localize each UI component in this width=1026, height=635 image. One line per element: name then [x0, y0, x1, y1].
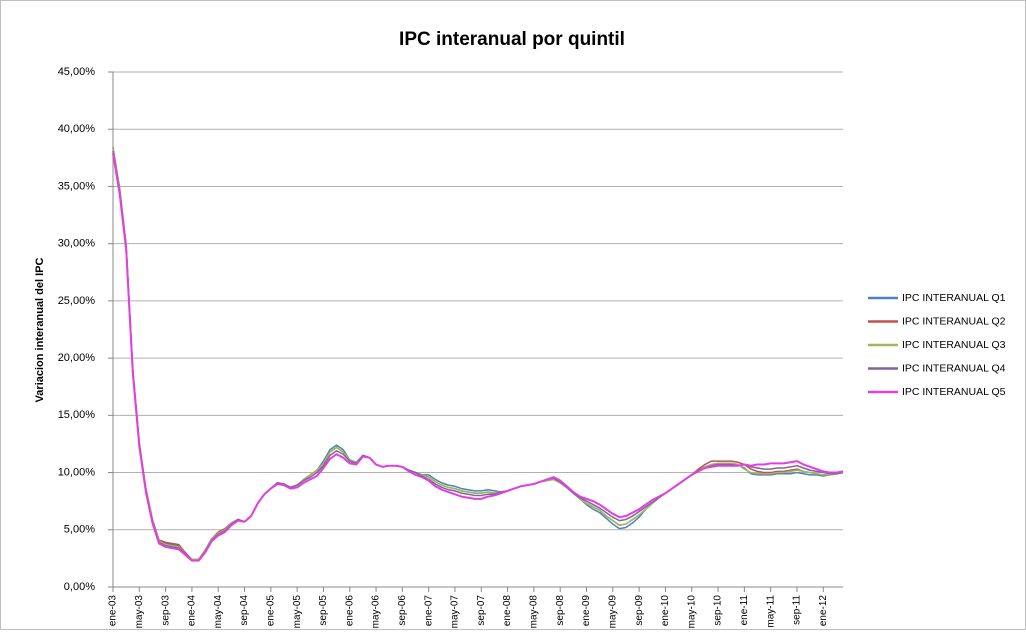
x-tick-label: sep-10	[713, 595, 724, 626]
legend-label: IPC INTERANUAL Q1	[902, 292, 1006, 304]
x-tick-label: may-07	[450, 595, 461, 629]
x-tick-label: may-11	[765, 595, 776, 628]
y-tick-label: 15,00%	[58, 409, 96, 421]
y-axis-label: Variacion interanual del IPC	[34, 258, 46, 403]
x-tick-label: sep-05	[318, 595, 329, 626]
x-tick-label: ene-10	[660, 595, 671, 627]
x-tick-label: may-05	[292, 595, 303, 629]
x-tick-label: may-06	[371, 595, 382, 629]
y-tick-label: 0,00%	[64, 581, 95, 593]
x-tick-label: sep-06	[397, 595, 408, 626]
x-tick-label: ene-05	[265, 595, 276, 627]
legend-label: IPC INTERANUAL Q3	[902, 339, 1006, 351]
x-tick-label: ene-06	[344, 595, 355, 627]
y-tick-label: 30,00%	[58, 238, 96, 250]
x-tick-label: sep-03	[160, 595, 171, 626]
chart-title: IPC interanual por quintil	[399, 29, 625, 50]
x-tick-label: ene-08	[502, 595, 513, 627]
x-tick-label: sep-04	[239, 595, 250, 626]
x-tick-label: sep-07	[476, 595, 487, 626]
y-tick-label: 45,00%	[58, 66, 96, 78]
y-tick-label: 5,00%	[64, 524, 95, 536]
y-tick-label: 20,00%	[58, 352, 96, 364]
y-tick-label: 25,00%	[58, 295, 96, 307]
x-tick-label: may-09	[607, 595, 618, 629]
y-tick-label: 10,00%	[58, 466, 96, 478]
x-tick-label: ene-09	[581, 595, 592, 627]
x-tick-label: sep-08	[555, 595, 566, 626]
x-tick-label: ene-12	[818, 595, 829, 627]
legend-label: IPC INTERANUAL Q2	[902, 315, 1006, 327]
x-tick-label: sep-09	[634, 595, 645, 626]
legend-label: IPC INTERANUAL Q4	[902, 362, 1006, 374]
x-tick-label: ene-03	[108, 595, 119, 627]
x-tick-label: ene-04	[187, 595, 198, 627]
x-tick-label: sep-11	[792, 595, 803, 625]
legend-label: IPC INTERANUAL Q5	[902, 386, 1006, 398]
series-line	[112, 153, 844, 562]
x-tick-label: may-10	[686, 595, 697, 629]
x-tick-label: may-04	[213, 595, 224, 629]
x-tick-label: ene-07	[423, 595, 434, 627]
y-tick-label: 40,00%	[58, 123, 96, 135]
x-tick-label: may-08	[529, 595, 540, 629]
y-tick-label: 35,00%	[58, 180, 96, 192]
x-tick-label: ene-11	[739, 595, 750, 626]
x-tick-label: may-03	[134, 595, 145, 629]
